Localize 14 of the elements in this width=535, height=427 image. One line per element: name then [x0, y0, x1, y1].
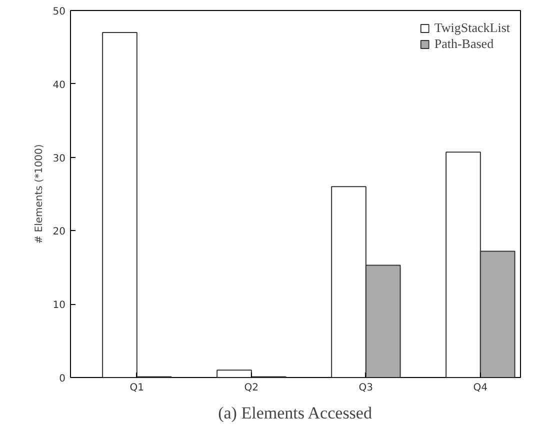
y-tick-label: 10 [52, 300, 66, 312]
x-tick-label: Q2 [244, 382, 259, 394]
y-tick-label: 30 [52, 153, 66, 164]
y-tick-label: 0 [59, 374, 66, 384]
legend-label: Path-Based [434, 36, 494, 52]
x-tick-label: Q4 [473, 382, 488, 394]
y-tick-label: 50 [52, 6, 66, 18]
y-tick-label: 20 [52, 226, 66, 238]
x-tick-label: Q3 [358, 382, 374, 394]
y-tick-label: 40 [52, 80, 66, 91]
legend-label: TwigStackList [434, 20, 510, 36]
x-tick-label: Q1 [130, 382, 144, 394]
text: (a) Elements Accessed [218, 404, 372, 422]
y-axis-title: # Elements (*1000) [34, 144, 45, 244]
